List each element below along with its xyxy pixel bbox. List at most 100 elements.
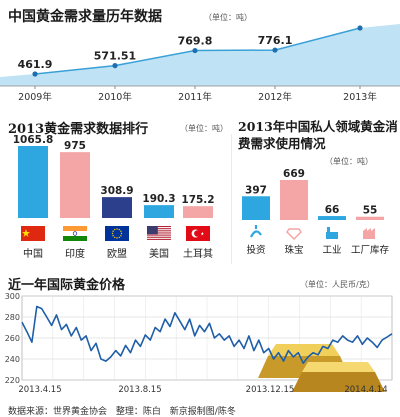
flag-star	[120, 230, 122, 232]
panel2-unit: （单位：吨）	[180, 124, 228, 133]
flag-star	[118, 228, 120, 231]
gold-bars-illustration	[258, 344, 385, 392]
bar-印度	[60, 152, 90, 218]
data-point-2013年	[357, 25, 363, 31]
flag-canton	[147, 226, 158, 235]
flag-star	[114, 228, 116, 231]
category-label-工业: 工业	[322, 245, 341, 256]
x-tick-2013.8.15: 2013.8.15	[118, 385, 161, 395]
value-label-2009年: 461.9	[18, 58, 53, 71]
flag-star	[120, 232, 123, 235]
flag-stripe	[63, 236, 87, 241]
gold-price-line-chart: 220 240 260 280 300 2013.4.15 2013.8.15 2013.12…	[5, 292, 393, 395]
category-label-珠宝: 珠宝	[284, 244, 303, 256]
value-label-中国: 1065.8	[13, 134, 54, 146]
industry-icon	[326, 227, 338, 239]
turkey-flag	[186, 226, 210, 241]
flag-star	[116, 228, 118, 230]
flag-star	[111, 232, 114, 235]
year-label-2010年: 2010年	[98, 91, 132, 103]
gold-bar-front-top	[302, 362, 375, 372]
flag-stripe	[147, 234, 171, 236]
source-line: 数据来源：世界黄金协会 整理：陈白 新京报制图/陈冬	[8, 404, 236, 417]
flag-stripe	[63, 231, 87, 236]
panel4-title: 近一年国际黄金价格	[8, 278, 126, 293]
demand-area	[0, 24, 400, 86]
value-label-2012年: 776.1	[258, 34, 293, 47]
y-tick-240: 240	[5, 355, 20, 364]
bar-美国	[144, 205, 174, 218]
y-tick-260: 260	[5, 334, 20, 343]
ranking-bar-chart: 1065.8 中国 975 印度 308.9 欧盟 190.3 美国 175.2 土耳其	[13, 134, 232, 264]
price-line	[21, 305, 393, 364]
flag-crescent-cut	[194, 230, 201, 237]
category-label-中国: 中国	[23, 247, 43, 260]
flag-stripe	[147, 232, 171, 234]
value-label-珠宝: 669	[283, 168, 305, 180]
category-label-投资: 投资	[246, 244, 266, 256]
value-label-2010年: 571.51	[94, 50, 136, 63]
flag-stripe	[147, 228, 171, 230]
eu-flag	[105, 226, 129, 241]
history-demand-chart: 461.9 2009年 571.51 2010年 769.8 2011年 776.1 2012…	[0, 24, 400, 103]
bar-工业	[318, 216, 346, 220]
y-tick-220: 220	[5, 376, 20, 385]
usa-flag	[147, 226, 171, 240]
editor-text: 整理：陈白	[115, 407, 161, 417]
data-point-2010年	[112, 63, 118, 69]
year-label-2012年: 2012年	[258, 91, 292, 103]
bar-投资	[242, 196, 270, 220]
panel4-unit: （单位：人民币/克）	[300, 280, 375, 289]
flag-star	[120, 235, 122, 237]
flag-star	[22, 229, 30, 237]
flag-star	[200, 231, 204, 236]
bar-中国	[18, 146, 48, 218]
year-label-2011年: 2011年	[178, 91, 212, 103]
flag-wheel	[72, 231, 78, 236]
category-label-工厂库存: 工厂库存	[351, 244, 390, 256]
bar-工厂库存	[356, 216, 384, 220]
value-label-工厂库存: 55	[363, 205, 378, 217]
bar-欧盟	[102, 197, 132, 218]
category-label-美国: 美国	[149, 247, 169, 260]
x-tick-2013.12.15: 2013.12.15	[246, 385, 295, 395]
jewelry-icon	[286, 228, 302, 241]
icon-chimney	[327, 227, 330, 233]
value-label-土耳其: 175.2	[181, 194, 214, 206]
credit-text: 新京报制图/陈冬	[169, 407, 236, 417]
x-tick-2013.4.15: 2013.4.15	[18, 385, 61, 395]
value-label-欧盟: 308.9	[100, 185, 133, 197]
flag-star	[118, 236, 120, 239]
panel3-title: 2013年中国私人领域黄金消费需求使用情况	[238, 119, 398, 151]
value-label-投资: 397	[245, 184, 267, 196]
value-label-印度: 975	[64, 140, 86, 152]
china-flag	[21, 226, 45, 241]
bar-土耳其	[183, 206, 213, 218]
data-point-2011年	[192, 47, 198, 54]
private-usage-bar-chart: 397 投资 669 珠宝 66 工业 55 工厂库存	[242, 168, 390, 256]
flag-stripe	[63, 226, 87, 231]
factory-stock-icon	[363, 228, 375, 239]
value-label-美国: 190.3	[142, 193, 175, 205]
category-label-土耳其: 土耳其	[183, 247, 213, 260]
category-label-欧盟: 欧盟	[107, 248, 127, 260]
flag-stripe	[147, 230, 171, 232]
icon-shape	[363, 228, 375, 239]
bar-珠宝	[280, 180, 308, 220]
icon-shape	[286, 228, 302, 241]
flag-stripe	[147, 236, 171, 238]
flag-star	[114, 236, 116, 239]
panel1-title: 中国黄金需求量历年数据	[8, 9, 162, 25]
category-label-印度: 印度	[65, 247, 85, 260]
flag-star	[116, 237, 118, 239]
flag-field	[105, 226, 129, 241]
panel1-unit: （单位：吨）	[204, 13, 252, 22]
flag-star	[112, 235, 114, 237]
flag-stripe	[147, 226, 171, 228]
icon-shape	[250, 225, 262, 238]
data-source-text: 数据来源：世界黄金协会	[8, 407, 108, 417]
year-label-2009年: 2009年	[18, 91, 52, 103]
flag-stripe	[147, 238, 171, 240]
value-label-2011年: 769.8	[178, 35, 213, 48]
value-label-工业: 66	[325, 204, 340, 216]
